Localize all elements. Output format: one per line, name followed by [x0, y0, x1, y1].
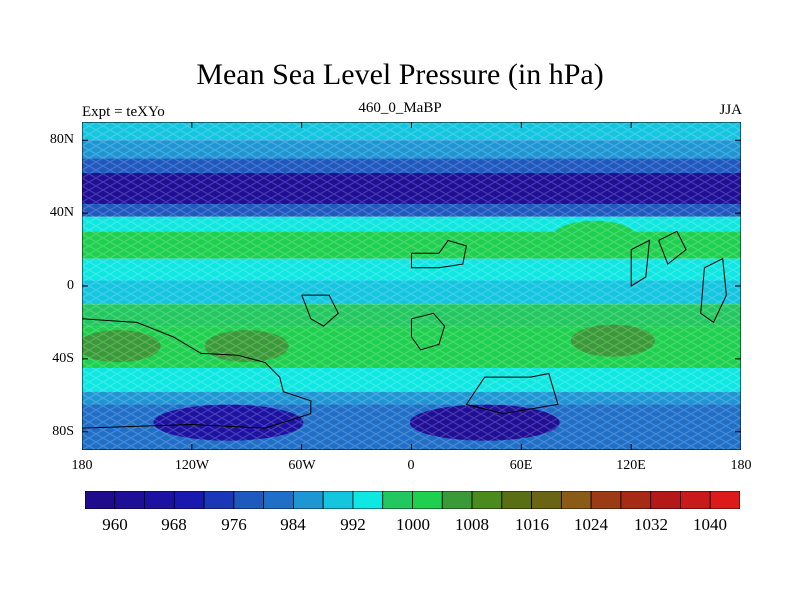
color-legend — [84, 490, 741, 510]
lon-label-0: 0 — [407, 458, 415, 473]
season-label: JJA — [719, 102, 742, 118]
legend-label: 1016 — [515, 515, 549, 534]
continent-outline — [301, 294, 339, 327]
lat-label-40s: 40S — [52, 351, 74, 366]
legend-label: 992 — [340, 515, 366, 534]
legend-swatch — [263, 490, 294, 510]
legend-label: 1024 — [574, 515, 608, 534]
lon-label-60w: 60W — [288, 458, 316, 473]
legend-label: 976 — [221, 515, 247, 534]
legend-swatch — [412, 490, 443, 510]
map-title: Mean Sea Level Pressure (in hPa) — [196, 58, 604, 91]
legend-swatch — [293, 490, 324, 510]
legend-swatch — [441, 490, 473, 510]
legend-swatch — [203, 490, 235, 510]
lat-label-0: 0 — [67, 278, 74, 293]
legend-swatch — [144, 490, 175, 510]
legend-swatch — [382, 490, 413, 510]
lon-label-180e: 180 — [730, 458, 752, 473]
lon-label-60e: 60E — [509, 458, 533, 473]
lat-label-40n: 40N — [49, 205, 74, 220]
legend-swatch — [680, 490, 711, 510]
legend-label: 968 — [161, 515, 187, 534]
legend-swatch — [84, 490, 116, 510]
lon-label-180w: 180 — [71, 458, 93, 473]
pressure-map-svg — [81, 121, 742, 451]
legend-swatch — [173, 490, 205, 510]
pressure-map — [81, 121, 742, 451]
contour-shading-texture — [82, 122, 741, 450]
legend-label: 1008 — [455, 515, 489, 534]
legend-swatch — [531, 490, 562, 510]
lat-label-80s: 80S — [52, 424, 74, 439]
continent-outline — [411, 239, 467, 269]
color-legend-bar — [84, 490, 741, 510]
legend-swatch — [322, 490, 354, 510]
legend-label: 960 — [102, 515, 128, 534]
experiment-label: Expt = teXYo — [82, 104, 165, 120]
legend-label: 1032 — [634, 515, 668, 534]
legend-swatch — [560, 490, 592, 510]
legend-swatch — [471, 490, 503, 510]
run-label: 460_0_MaBP — [358, 100, 442, 116]
continent-outline — [658, 230, 687, 265]
legend-swatch — [620, 490, 652, 510]
continent-outline — [630, 239, 651, 287]
legend-label: 1000 — [396, 515, 430, 534]
legend-swatch — [709, 490, 741, 510]
legend-swatch — [352, 490, 384, 510]
legend-label: 1040 — [693, 515, 727, 534]
lon-label-120w: 120W — [174, 458, 210, 473]
continent-outline — [411, 312, 446, 351]
lat-label-80n: 80N — [49, 132, 74, 147]
continent-outline — [465, 372, 559, 415]
legend-swatch — [114, 490, 145, 510]
legend-label: 984 — [280, 515, 306, 534]
legend-swatch — [501, 490, 532, 510]
lon-label-120e: 120E — [616, 458, 646, 473]
legend-swatch — [650, 490, 681, 510]
legend-swatch — [590, 490, 622, 510]
legend-swatch — [233, 490, 265, 510]
continent-outline — [82, 318, 312, 429]
continent-outline — [700, 257, 727, 324]
